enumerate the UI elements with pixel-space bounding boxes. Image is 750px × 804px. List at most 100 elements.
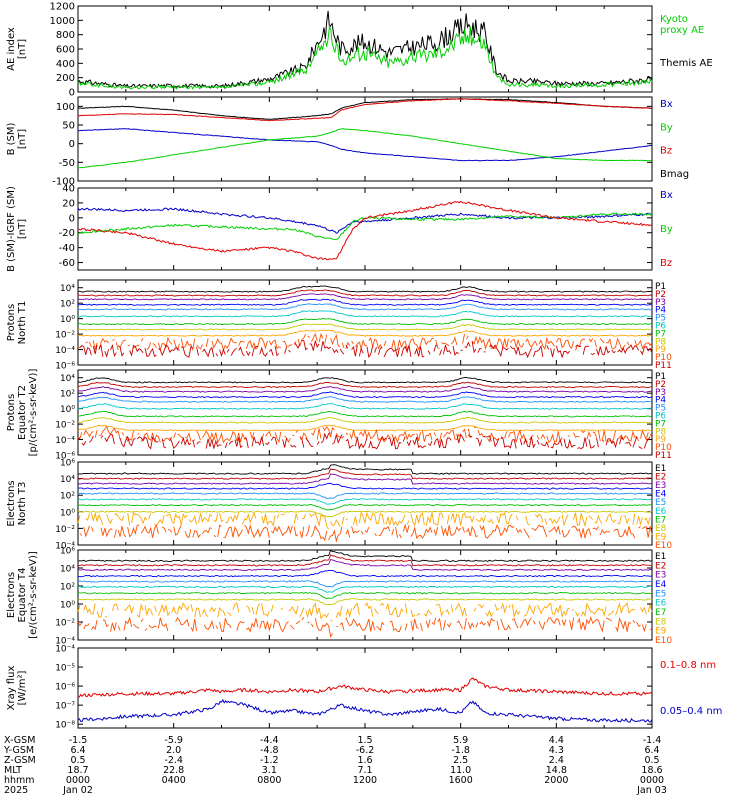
xaxis-value: 0000 [66,775,90,786]
y-tick-label: -40 [59,243,75,254]
xaxis-value: 22.8 [163,765,184,776]
channel-label: P9 [655,345,666,355]
y-tick-label: 10² [60,492,75,502]
y-tick-label: 10⁻² [55,421,75,431]
xaxis-value: -4.4 [260,735,279,746]
legend-label: Bx [660,190,673,201]
xaxis-value: Jan 03 [636,785,667,796]
y-tick-label: 10⁴ [60,565,75,575]
xaxis-row-label: Z-GSM [4,755,36,766]
legend-label: Themis AE [659,58,713,69]
panel-ylabel: Xray flux [6,666,17,711]
panel-frame [77,5,653,93]
y-tick-label: 10⁰ [60,405,75,415]
series-line [77,212,653,241]
xaxis-row-label: 2025 [4,785,28,796]
panel-ylabel: Protons [6,304,17,341]
y-tick-label: 0 [69,88,75,99]
xaxis-value: 6.4 [70,745,85,756]
y-tick-label: 10⁻⁴ [55,645,75,655]
xaxis-value: 2.5 [453,755,468,766]
panel-ylabel: B (SM) [6,122,17,155]
channel-label: E8 [655,617,667,627]
channel-label: P1 [655,282,666,292]
channel-line [77,289,653,297]
channel-line [78,554,653,567]
legend-label: Bz [660,146,672,157]
series-line [77,677,653,698]
panel-frame [77,279,653,366]
channel-label: P6 [655,412,666,422]
series-line [77,24,653,90]
channel-label: E6 [655,599,667,609]
panel-ylabel: [p/(cm²-s-sr-keV)] [28,369,39,457]
xaxis-value: -1.4 [643,735,662,746]
xaxis-value: 0000 [640,775,664,786]
y-tick-label: 20 [62,198,75,209]
y-tick-label: 10⁻² [55,525,75,535]
series-line [77,200,653,261]
channel-label: E6 [655,507,667,517]
y-tick-label: 10⁻⁴ [55,346,75,356]
y-tick-label: 10⁰ [60,601,75,611]
y-tick-label: 10⁻⁶ [55,452,75,462]
xaxis-value: -1.8 [451,745,470,756]
y-tick-label: -60 [59,258,75,269]
channel-label: P1 [655,372,666,382]
channel-label: P10 [655,443,672,453]
y-tick-label: 10⁶ [60,459,75,469]
channel-label: P2 [655,380,666,390]
series-line [77,98,653,122]
channel-line [77,468,653,480]
channel-label: E2 [655,473,666,483]
y-tick-label: 10⁴ [60,374,75,384]
y-tick-label: 0 [69,139,75,150]
channel-label: E10 [655,541,672,551]
channel-line [77,580,653,588]
channel-line [77,503,653,511]
y-tick-label: 10⁶ [60,547,75,557]
channel-line [77,549,653,563]
xaxis-value: 5.9 [453,735,468,746]
channel-label: P9 [655,435,666,445]
panel-ylabel: B (SM)-IGRF (SM) [6,186,17,272]
y-tick-label: 50 [62,121,75,132]
channel-label: P11 [655,451,672,461]
channel-line [77,417,653,424]
xaxis-value: 1.6 [357,755,372,766]
xaxis-row-label: MLT [4,765,22,776]
channel-line [77,598,653,606]
channel-label: P7 [655,329,666,339]
xaxis-value: Jan 02 [62,785,93,796]
y-tick-label: 1000 [50,16,75,27]
legend-label: proxy AE [660,25,704,36]
y-tick-label: 10⁻² [55,619,75,629]
channel-line [78,310,653,318]
channel-line [77,492,653,499]
xaxis-value: 4.3 [549,745,564,756]
channel-label: E10 [655,636,672,646]
xaxis-value: 1200 [353,775,377,786]
channel-line [77,323,653,331]
y-tick-label: 10⁴ [60,284,75,294]
channel-label: E8 [655,524,667,534]
channel-line [77,473,653,485]
channel-label: P10 [655,353,672,363]
y-tick-label: 10⁻⁴ [55,637,75,647]
panel-ylabel: Equator T4 [17,568,28,623]
xaxis-value: -2.4 [164,755,183,766]
xaxis-value: 18.7 [67,765,88,776]
channel-label: E5 [655,589,666,599]
channel-label: E4 [655,580,667,590]
channel-line [77,403,653,410]
channel-line [77,558,653,571]
xaxis-value: -4.8 [260,745,279,756]
channel-line [77,591,653,600]
channel-line [77,425,653,444]
legend-label: Bz [660,258,672,269]
channel-line [77,602,653,622]
y-tick-label: 10⁻⁸ [55,721,75,731]
y-tick-label: 10⁰ [60,508,75,518]
panel-ylabel: AE index [6,27,17,71]
